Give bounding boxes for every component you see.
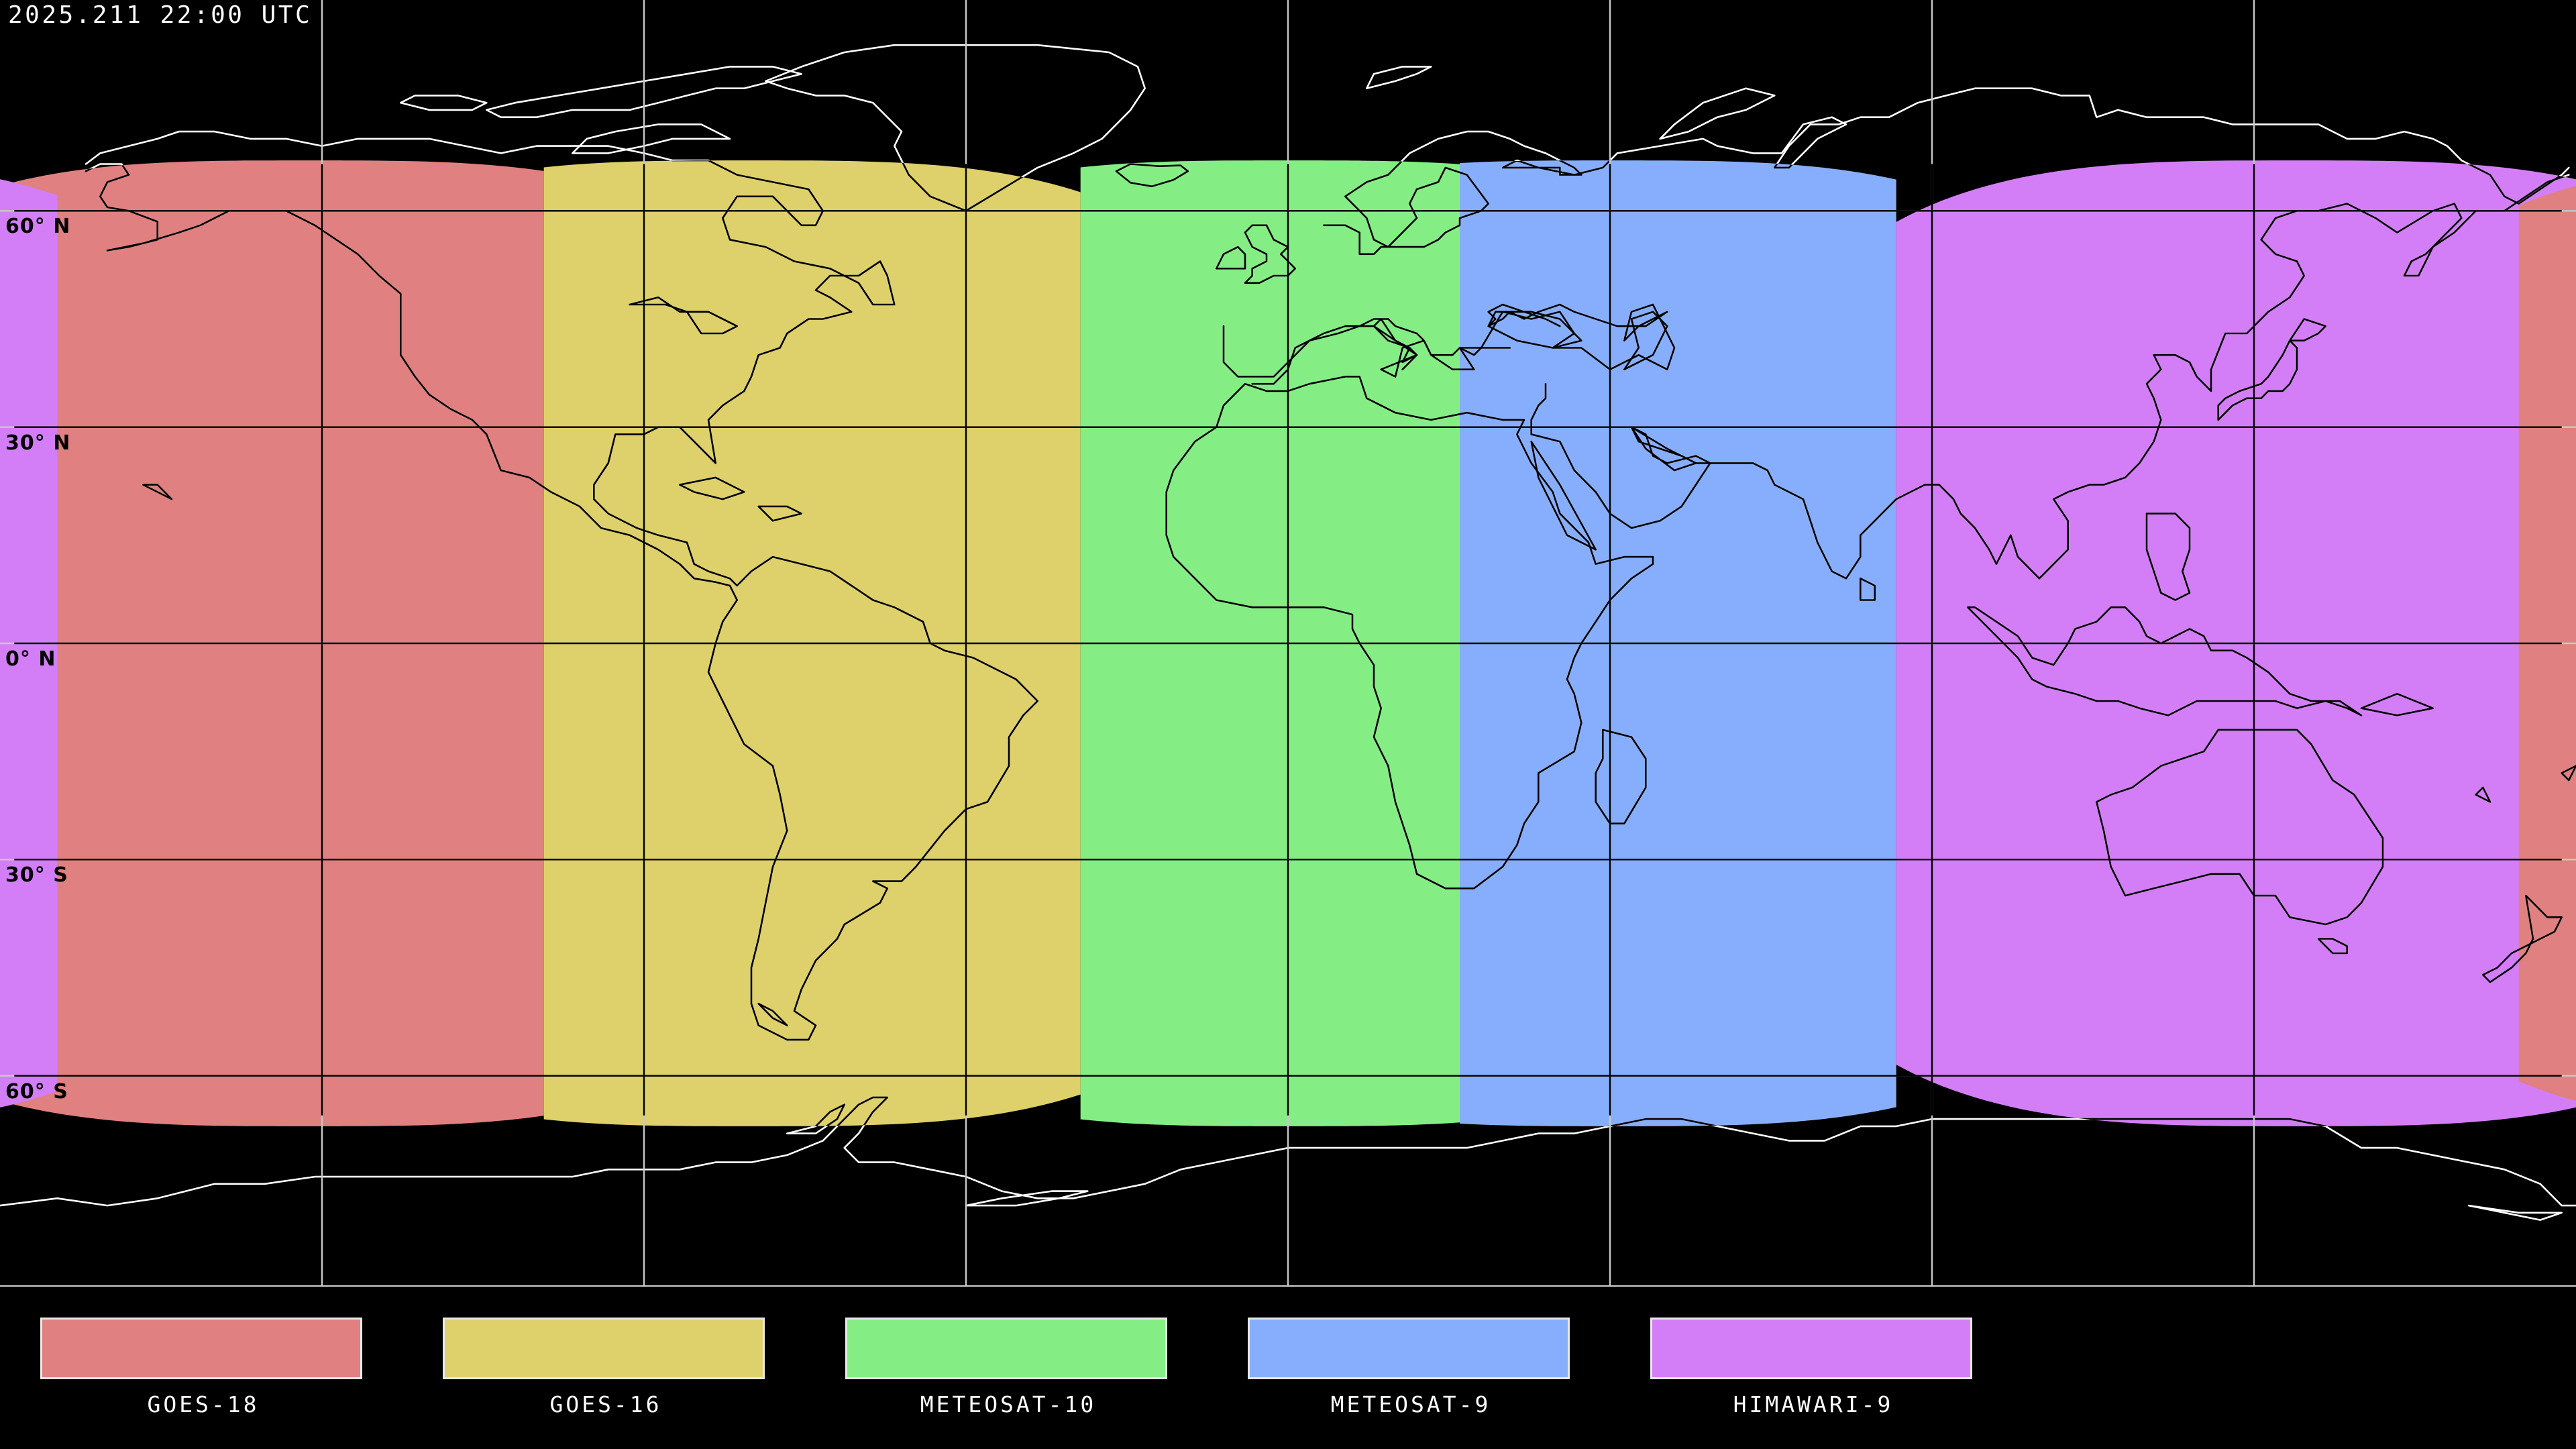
coastline-segment (1530, 440, 1597, 551)
coastline-segment (2360, 692, 2434, 716)
coastline-segment (400, 95, 488, 111)
legend-label-meteosat-9: METEOSAT-9 (1330, 1391, 1491, 1417)
coastline-segment (1165, 376, 1654, 890)
coastline-segment (85, 160, 1038, 1041)
coastline-segment (0, 1096, 2576, 1126)
legend-label-himawari-9: HIMAWARI-9 (1733, 1391, 1894, 1417)
legend-swatch-meteosat-10 (845, 1318, 1167, 1379)
coastline-segment (1659, 87, 1776, 140)
coastline-segment (629, 297, 738, 335)
legend-item-goes-16[interactable]: GOES-16 (443, 1318, 769, 1417)
coastline-segment (1530, 174, 2570, 580)
coastline-segment (2467, 1204, 2563, 1221)
latitude-label-minus60: 60° S (5, 1079, 68, 1104)
coastline-segment (1216, 246, 1246, 270)
coastline-segment (1115, 163, 1189, 188)
map-bottom-border (0, 1285, 2576, 1287)
coastline-segment (757, 505, 802, 522)
coastline-segment (1251, 318, 1511, 385)
coastline-segment (2096, 729, 2384, 926)
coastline-segment (679, 476, 745, 500)
coastline-segment (1967, 606, 2363, 716)
coastline-segment (486, 66, 802, 118)
coastline-segment (765, 44, 1146, 212)
coastline-segment (1630, 426, 1697, 472)
legend-swatch-goes-16 (443, 1318, 765, 1379)
coastline-segment (2317, 938, 2348, 955)
coastline-segment (2475, 786, 2491, 803)
coastline-segment (1244, 224, 1296, 284)
legend-bar: GOES-18 GOES-16 METEOSAT-10 METEOSAT-9 HIMAW… (0, 1287, 2576, 1449)
coastline-segment (965, 1190, 1089, 1207)
latitude-label-minus30: 30° S (5, 863, 68, 888)
legend-label-meteosat-10: METEOSAT-10 (920, 1391, 1097, 1417)
coastline-segment (2145, 513, 2191, 601)
coastline-segment (1595, 729, 1647, 824)
timestamp-label: 2025.211 22:00 UTC (8, 1, 313, 29)
coastline-segment (1487, 311, 1582, 349)
coastline-segment (142, 484, 173, 500)
coastline-segment (2482, 894, 2563, 983)
legend-label-goes-16: GOES-16 (549, 1391, 662, 1417)
coastline-segment (1860, 578, 1876, 601)
coastline-segment (1323, 160, 2570, 256)
graticule-layer (0, 0, 2576, 1287)
legend-item-meteosat-9[interactable]: METEOSAT-9 (1248, 1318, 1574, 1417)
latitude-label-60: 60° N (5, 215, 71, 239)
coastline-segment (2561, 765, 2576, 782)
legend-swatch-meteosat-9 (1248, 1318, 1570, 1379)
legend-swatch-goes-18 (40, 1318, 362, 1379)
legend-item-meteosat-10[interactable]: METEOSAT-10 (845, 1318, 1171, 1417)
legend-label-goes-18: GOES-18 (147, 1391, 260, 1417)
coastline-segment (757, 1002, 788, 1026)
coastline-segment (572, 123, 731, 154)
world-coverage-map (0, 0, 2576, 1287)
legend-swatch-himawari-9 (1650, 1318, 1972, 1379)
legend-item-himawari-9[interactable]: HIMAWARI-9 (1650, 1318, 1976, 1417)
coastline-segment (1366, 66, 1432, 89)
legend-item-goes-18[interactable]: GOES-18 (40, 1318, 366, 1417)
latitude-label-30: 30° N (5, 431, 71, 455)
map-panel: 2025.211 22:00 UTC 60° N 30° N 0° N 30° S 60… (0, 0, 2576, 1287)
coastlines-inside-coverage (0, 160, 2576, 1126)
coastline-segment (2217, 318, 2326, 421)
coastline-segment (1623, 311, 1668, 370)
latitude-label-0: 0° N (5, 647, 56, 671)
